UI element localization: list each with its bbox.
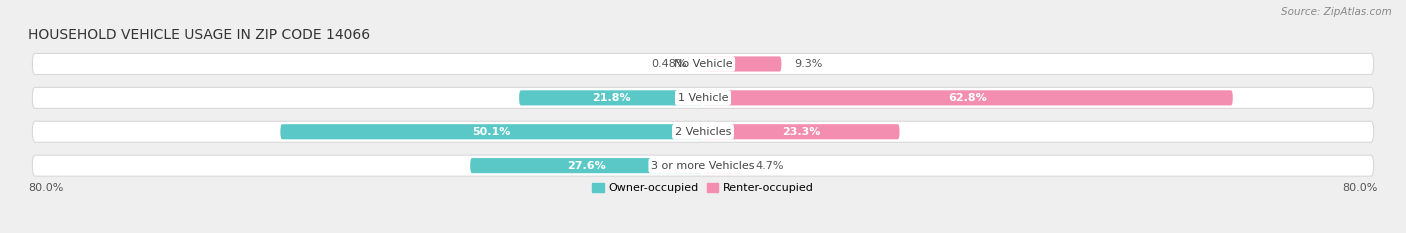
Text: 1 Vehicle: 1 Vehicle bbox=[678, 93, 728, 103]
Text: No Vehicle: No Vehicle bbox=[673, 59, 733, 69]
Text: Source: ZipAtlas.com: Source: ZipAtlas.com bbox=[1281, 7, 1392, 17]
Text: 50.1%: 50.1% bbox=[472, 127, 510, 137]
Text: 21.8%: 21.8% bbox=[592, 93, 630, 103]
Text: 0.48%: 0.48% bbox=[651, 59, 686, 69]
FancyBboxPatch shape bbox=[699, 56, 703, 72]
Text: HOUSEHOLD VEHICLE USAGE IN ZIP CODE 14066: HOUSEHOLD VEHICLE USAGE IN ZIP CODE 1406… bbox=[28, 28, 370, 42]
FancyBboxPatch shape bbox=[280, 124, 703, 139]
Text: 4.7%: 4.7% bbox=[755, 161, 783, 171]
FancyBboxPatch shape bbox=[32, 53, 1374, 75]
FancyBboxPatch shape bbox=[32, 87, 1374, 108]
FancyBboxPatch shape bbox=[703, 158, 742, 173]
Text: 23.3%: 23.3% bbox=[782, 127, 821, 137]
Text: 62.8%: 62.8% bbox=[949, 93, 987, 103]
FancyBboxPatch shape bbox=[32, 155, 1374, 176]
FancyBboxPatch shape bbox=[32, 121, 1374, 142]
Text: 9.3%: 9.3% bbox=[794, 59, 823, 69]
FancyBboxPatch shape bbox=[519, 90, 703, 105]
Text: 80.0%: 80.0% bbox=[28, 183, 63, 193]
Text: 2 Vehicles: 2 Vehicles bbox=[675, 127, 731, 137]
FancyBboxPatch shape bbox=[703, 124, 900, 139]
Text: 3 or more Vehicles: 3 or more Vehicles bbox=[651, 161, 755, 171]
FancyBboxPatch shape bbox=[703, 56, 782, 72]
Text: 27.6%: 27.6% bbox=[567, 161, 606, 171]
FancyBboxPatch shape bbox=[703, 90, 1233, 105]
Text: 80.0%: 80.0% bbox=[1343, 183, 1378, 193]
Legend: Owner-occupied, Renter-occupied: Owner-occupied, Renter-occupied bbox=[588, 178, 818, 197]
FancyBboxPatch shape bbox=[470, 158, 703, 173]
